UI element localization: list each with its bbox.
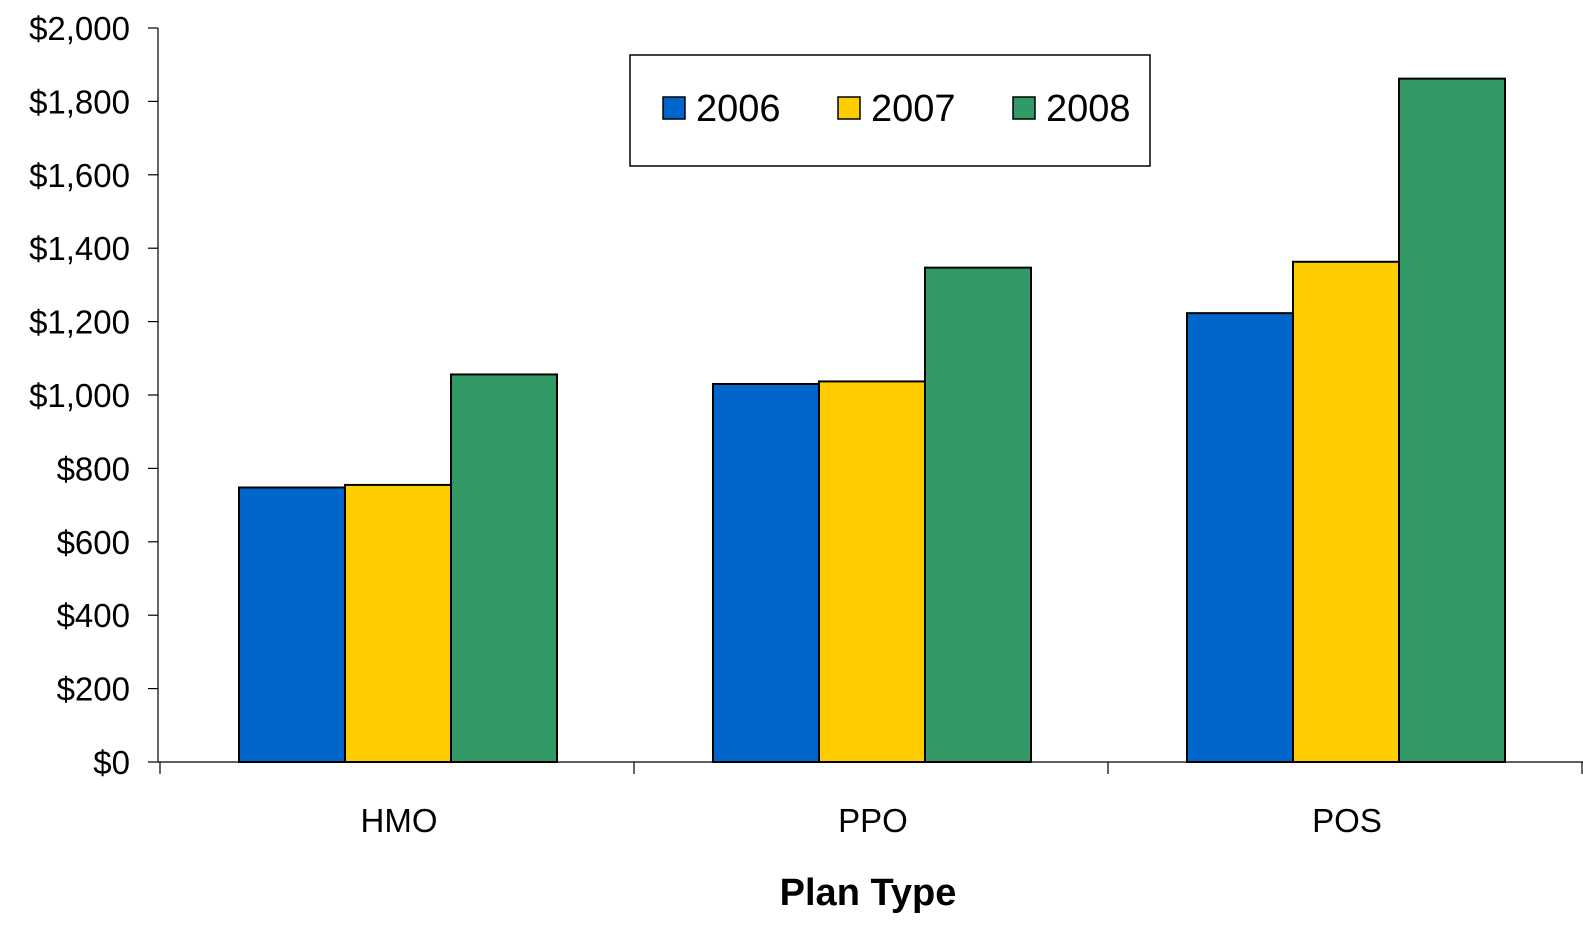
y-tick-label: $1,200 [29, 304, 130, 341]
legend-swatch-2006 [662, 96, 686, 120]
bars [238, 77, 1506, 763]
x-axis-title: Plan Type [780, 872, 957, 914]
y-tick-label: $600 [57, 524, 130, 561]
x-axis: HMO PPO POS [158, 761, 1583, 839]
legend-label-2007: 2007 [871, 88, 956, 130]
x-tick-label: HMO [361, 802, 438, 839]
y-tick-label: $1,400 [29, 230, 130, 267]
bar-pos-2006 [1186, 312, 1294, 763]
bar-pos-2008 [1398, 77, 1506, 763]
bar-ppo-2007 [818, 380, 926, 763]
bar-ppo-2006 [712, 382, 820, 763]
legend-swatch-2007 [837, 96, 861, 120]
legend-label-2006: 2006 [696, 88, 781, 130]
y-tick-label: $1,600 [29, 157, 130, 194]
legend: 2006 2007 2008 [629, 54, 1151, 167]
y-tick-label: $1,800 [29, 83, 130, 120]
bar-hmo-2007 [344, 483, 452, 763]
y-tick-label: $0 [93, 744, 130, 781]
bar-hmo-2006 [238, 486, 346, 763]
legend-label-2008: 2008 [1046, 88, 1131, 130]
bar-ppo-2008 [924, 266, 1032, 763]
bar-pos-2007 [1292, 260, 1400, 763]
y-tick-label: $400 [57, 597, 130, 634]
legend-box [629, 54, 1151, 167]
y-axis: $0 $200 $400 $600 $800 $1,000 $1,200 $1,400 $1,6… [29, 10, 159, 781]
x-tick-label: PPO [838, 802, 908, 839]
bar-hmo-2008 [450, 373, 558, 763]
y-tick-label: $2,000 [29, 10, 130, 47]
y-tick-label: $1,000 [29, 377, 130, 414]
x-tick-label: POS [1312, 802, 1382, 839]
y-tick-label: $200 [57, 671, 130, 708]
y-tick-label: $800 [57, 450, 130, 487]
legend-swatch-2008 [1012, 96, 1036, 120]
